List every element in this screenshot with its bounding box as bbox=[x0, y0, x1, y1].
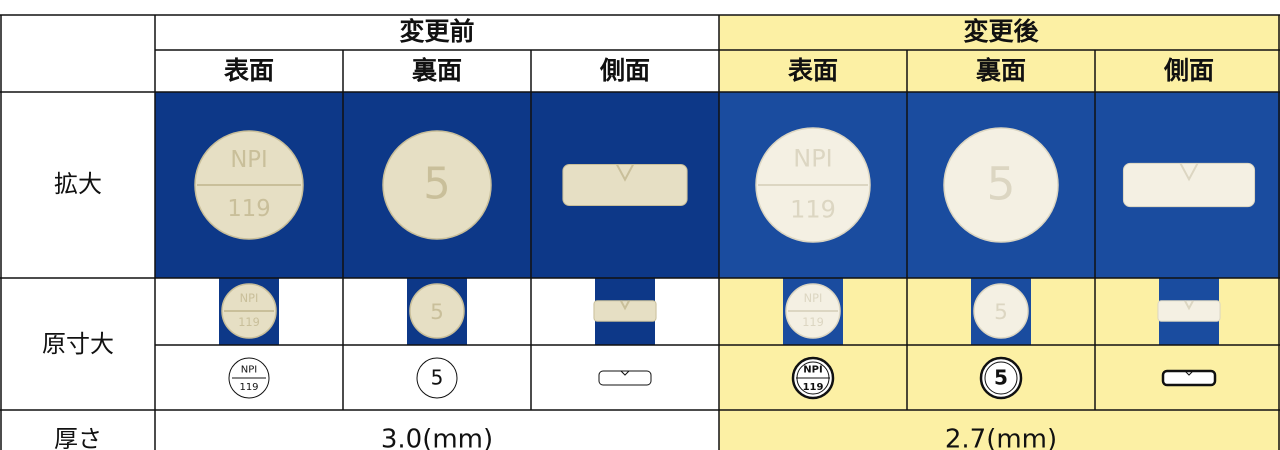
tablet-side-photo bbox=[1157, 300, 1221, 322]
tablet-notch bbox=[1184, 370, 1194, 376]
tablet-notch bbox=[620, 300, 630, 311]
tablet-notch bbox=[620, 370, 630, 376]
engraving-text: 119 bbox=[790, 196, 836, 224]
row-label: 拡大 bbox=[54, 170, 102, 198]
thickness-value: 2.7(mm) bbox=[945, 425, 1057, 450]
tablet-side-drawing bbox=[1161, 369, 1217, 387]
engraving-text: 119 bbox=[227, 196, 270, 222]
tablet-side-photo bbox=[1122, 162, 1256, 208]
tablet-side-drawing bbox=[598, 370, 652, 386]
tablet-notch bbox=[616, 164, 634, 182]
engraving-text: 5 bbox=[994, 300, 1008, 325]
column-header: 側面 bbox=[1163, 56, 1214, 85]
engraving-text: 119 bbox=[239, 382, 258, 393]
group-header: 変更後 bbox=[963, 17, 1039, 46]
tablet-drawing bbox=[979, 356, 1023, 400]
column-header: 裏面 bbox=[411, 56, 462, 85]
engraving-text: 119 bbox=[802, 315, 824, 329]
tablet-photo bbox=[943, 127, 1059, 243]
tablet-photo bbox=[382, 130, 492, 240]
engraving-text: NPI bbox=[804, 291, 823, 305]
tablet-notch bbox=[1184, 300, 1194, 311]
thickness-value: 3.0(mm) bbox=[381, 425, 493, 450]
column-header: 裏面 bbox=[975, 56, 1026, 85]
tablet-side-photo bbox=[562, 163, 688, 207]
column-header: 表面 bbox=[788, 56, 838, 85]
row-label: 厚さ bbox=[54, 425, 102, 450]
column-header: 側面 bbox=[599, 56, 650, 85]
group-header: 変更前 bbox=[399, 17, 474, 46]
column-header: 表面 bbox=[224, 56, 274, 85]
engraving-text: NPI bbox=[230, 147, 267, 173]
engraving-text: 5 bbox=[423, 160, 450, 210]
header-bg bbox=[155, 15, 719, 92]
engraving-text: 5 bbox=[994, 366, 1008, 390]
tablet-drawing-ring bbox=[984, 361, 1018, 395]
engraving-text: 5 bbox=[430, 300, 444, 325]
tablet-side-photo bbox=[593, 300, 657, 322]
engraving-text: 5 bbox=[986, 158, 1015, 211]
tablet-photo bbox=[409, 283, 465, 339]
tablet-notch bbox=[1179, 162, 1199, 182]
engraving-text: 119 bbox=[238, 315, 260, 329]
engraving-text: NPI bbox=[793, 144, 832, 172]
engraving-text: NPI bbox=[803, 365, 822, 376]
engraving-text: 5 bbox=[431, 366, 444, 390]
row-label: 原寸大 bbox=[42, 330, 114, 358]
header-bg bbox=[719, 15, 1280, 92]
tablet-photo bbox=[973, 283, 1029, 339]
tablet-drawing bbox=[416, 357, 458, 399]
engraving-text: 119 bbox=[803, 382, 824, 393]
engraving-text: NPI bbox=[240, 291, 259, 305]
engraving-text: NPI bbox=[241, 365, 257, 376]
